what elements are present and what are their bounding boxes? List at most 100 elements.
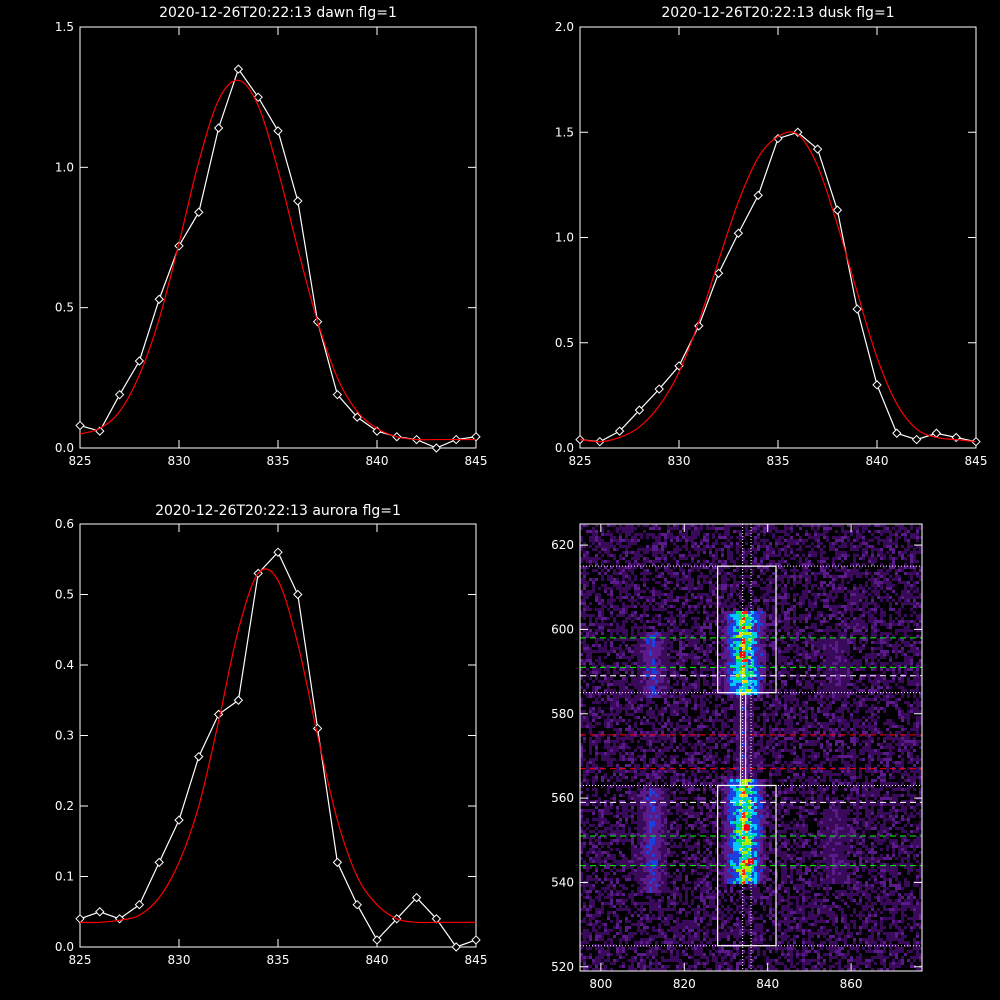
heatmap-cell: [586, 914, 589, 917]
heatmap-cell: [721, 860, 724, 863]
data-point-marker: [872, 380, 882, 390]
heatmap-cell: [667, 737, 670, 740]
heatmap-cell: [673, 821, 676, 824]
heatmap-cell: [619, 791, 622, 794]
heatmap-cell: [646, 848, 649, 851]
heatmap-cell: [640, 917, 643, 920]
heatmap-cell: [637, 593, 640, 596]
heatmap-cell: [703, 857, 706, 860]
heatmap-cell: [706, 611, 709, 614]
heatmap-cell: [628, 794, 631, 797]
heatmap-cell: [607, 713, 610, 716]
heatmap-cell: [658, 947, 661, 950]
heatmap-cell: [580, 536, 583, 539]
heatmap-cell: [601, 818, 604, 821]
heatmap-cell: [613, 776, 616, 779]
heatmap-cell: [655, 848, 658, 851]
heatmap-cell: [661, 914, 664, 917]
heatmap-cell: [601, 911, 604, 914]
heatmap-cell: [622, 629, 625, 632]
heatmap-cell: [610, 647, 613, 650]
heatmap-cell: [634, 827, 637, 830]
heatmap-cell: [673, 806, 676, 809]
heatmap-cell: [607, 878, 610, 881]
heatmap-cell: [607, 737, 610, 740]
heatmap-cell: [661, 734, 664, 737]
heatmap-cell: [718, 914, 721, 917]
heatmap-cell: [643, 647, 646, 650]
heatmap-cell: [652, 608, 655, 611]
heatmap-cell: [673, 935, 676, 938]
heatmap-cell: [607, 599, 610, 602]
heatmap-cell: [592, 656, 595, 659]
heatmap-cell: [637, 947, 640, 950]
heatmap-cell: [655, 965, 658, 968]
heatmap-cell: [703, 896, 706, 899]
heatmap-cell: [643, 551, 646, 554]
heatmap-cell: [604, 641, 607, 644]
heatmap-cell: [589, 887, 592, 890]
heatmap-cell: [616, 785, 619, 788]
y-tick-label: 0.3: [55, 729, 74, 743]
heatmap-cell: [580, 779, 583, 782]
heatmap-cell: [667, 716, 670, 719]
heatmap-cell: [673, 908, 676, 911]
heatmap-cell: [655, 620, 658, 623]
heatmap-cell: [661, 896, 664, 899]
heatmap-cell: [616, 863, 619, 866]
heatmap-cell: [667, 551, 670, 554]
heatmap-cell: [631, 704, 634, 707]
heatmap-cell: [700, 716, 703, 719]
heatmap-cell: [712, 761, 715, 764]
heatmap-cell: [685, 677, 688, 680]
heatmap-cell: [718, 800, 721, 803]
heatmap-cell: [649, 869, 652, 872]
heatmap-cell: [607, 551, 610, 554]
heatmap-cell: [640, 836, 643, 839]
heatmap-cell: [655, 869, 658, 872]
heatmap-cell: [637, 944, 640, 947]
heatmap-cell: [631, 959, 634, 962]
heatmap-cell: [682, 662, 685, 665]
heatmap-cell: [691, 920, 694, 923]
heatmap-cell: [628, 926, 631, 929]
heatmap-cell: [706, 794, 709, 797]
heatmap-cell: [637, 710, 640, 713]
heatmap-cell: [697, 626, 700, 629]
heatmap-cell: [682, 587, 685, 590]
heatmap-cell: [697, 608, 700, 611]
heatmap-cell: [616, 752, 619, 755]
heatmap-cell: [625, 785, 628, 788]
heatmap-cell: [697, 602, 700, 605]
heatmap-cell: [655, 935, 658, 938]
heatmap-cell: [601, 764, 604, 767]
heatmap-cell: [661, 908, 664, 911]
heatmap-cell: [616, 566, 619, 569]
heatmap-cell: [589, 614, 592, 617]
heatmap-cell: [589, 908, 592, 911]
heatmap-cell: [673, 968, 676, 971]
heatmap-cell: [622, 770, 625, 773]
heatmap-cell: [652, 638, 655, 641]
heatmap-cell: [595, 545, 598, 548]
heatmap-cell: [673, 851, 676, 854]
heatmap-cell: [700, 677, 703, 680]
heatmap-cell: [583, 956, 586, 959]
heatmap-cell: [694, 851, 697, 854]
heatmap-cell: [616, 629, 619, 632]
heatmap-cell: [583, 908, 586, 911]
heatmap-cell: [688, 944, 691, 947]
heatmap-cell: [643, 917, 646, 920]
heatmap-cell: [715, 968, 718, 971]
heatmap-cell: [694, 812, 697, 815]
heatmap-cell: [646, 524, 649, 527]
heatmap-cell: [592, 926, 595, 929]
heatmap-cell: [583, 662, 586, 665]
heatmap-cell: [604, 758, 607, 761]
heatmap-cell: [688, 575, 691, 578]
heatmap-cell: [667, 875, 670, 878]
heatmap-cell: [661, 950, 664, 953]
heatmap-cell: [613, 887, 616, 890]
heatmap-cell: [640, 914, 643, 917]
heatmap-cell: [691, 599, 694, 602]
